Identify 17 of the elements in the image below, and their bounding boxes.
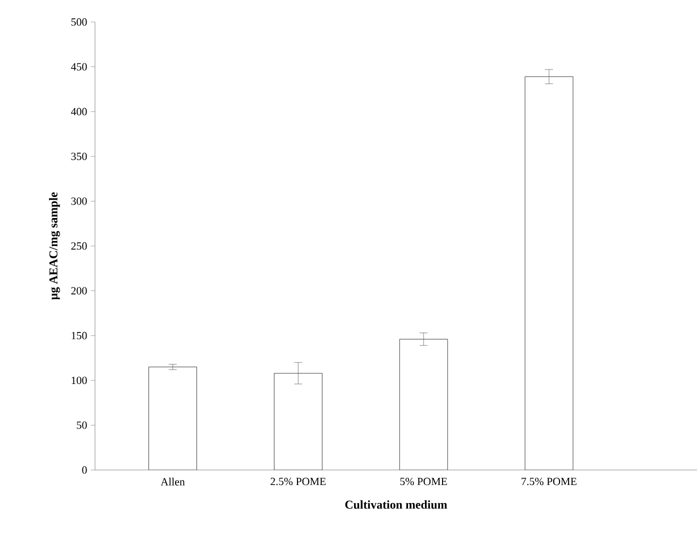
- y-tick-label: 200: [71, 287, 87, 294]
- y-tick-label: 450: [71, 63, 87, 70]
- x-tick-label: 2.5% POME: [270, 478, 326, 486]
- x-axis-title: Cultivation medium: [345, 500, 448, 509]
- y-tick-label: 150: [72, 332, 87, 340]
- y-tick-label: 300: [71, 197, 87, 205]
- y-tick-label: 100: [72, 376, 87, 384]
- y-axis-title: µg AEAC/mg sample: [49, 192, 60, 300]
- y-tick-label: 250: [71, 242, 87, 250]
- y-tick-label: 350: [71, 152, 87, 160]
- y-tick-label: 400: [71, 108, 87, 116]
- x-tick-label: 7.5% POME: [522, 478, 576, 486]
- y-tick-label: 500: [71, 18, 87, 26]
- y-tick-label: 50: [76, 421, 87, 429]
- y-tick-label: 0: [82, 466, 87, 474]
- x-tick-label: Allen: [160, 478, 185, 486]
- x-tick-label: 5% POME: [400, 478, 447, 486]
